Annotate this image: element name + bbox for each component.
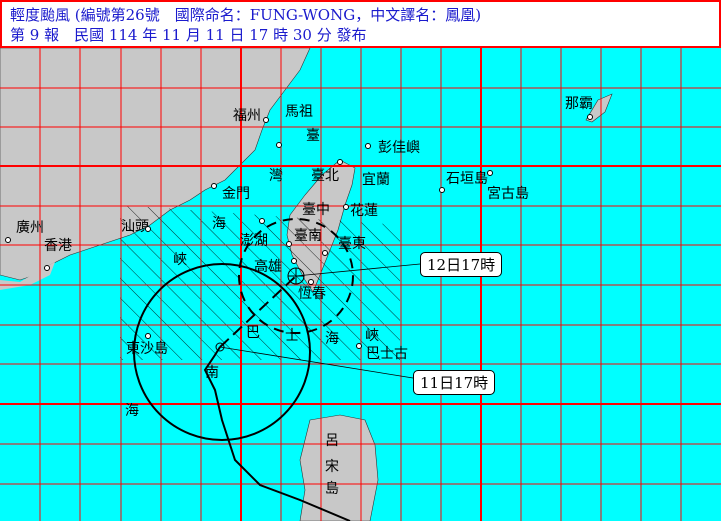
label-ishigaki: 石垣島 — [446, 171, 488, 187]
label-hai3: 海 — [125, 403, 139, 419]
label-hai2: 海 — [325, 331, 339, 347]
label-naha: 那霸 — [565, 96, 593, 112]
warning-area-hatch — [120, 205, 400, 360]
label-wan: 灣 — [269, 168, 283, 184]
label-fuzhou: 福州 — [233, 108, 261, 124]
current-time-label: 11日17時 — [413, 370, 496, 395]
issue-time-line: 第 9 報 民國 114 年 11 月 11 日 17 時 30 分 發布 — [10, 26, 367, 44]
label-dao: 島 — [325, 481, 339, 497]
label-taitung: 臺東 — [338, 236, 366, 252]
past-track-line — [203, 346, 351, 521]
luzon-land — [299, 414, 379, 521]
forecast-radius-circle — [238, 218, 354, 334]
typhoon-map: 福州 馬祖 那霸 彭佳嶼 臺 灣 臺北 宜蘭 石垣島 宮古島 金門 海 峽 臺中… — [0, 48, 721, 521]
label-dongsha: 東沙島 — [126, 341, 168, 357]
label-ba: 巴 — [246, 325, 260, 341]
label-xia2: 峽 — [365, 328, 379, 344]
label-hengchun: 恆春 — [298, 286, 326, 302]
label-shantou: 汕頭 — [121, 219, 149, 235]
label-basco: 巴士古 — [366, 346, 408, 362]
label-yilan: 宜蘭 — [362, 172, 390, 188]
label-hai1: 海 — [212, 216, 226, 232]
label-miyako: 宮古島 — [487, 186, 529, 202]
label-xia1: 峽 — [173, 252, 187, 268]
label-tainan: 臺南 — [294, 228, 322, 244]
city-markers — [5, 114, 593, 349]
label-guangzhou: 廣州 — [16, 219, 44, 236]
label-taipei: 臺北 — [311, 168, 339, 184]
label-matsu: 馬祖 — [285, 104, 313, 120]
label-penghu: 澎湖 — [240, 233, 268, 249]
bulletin-header: 輕度颱風 (編號第26號 國際命名：FUNG-WONG，中文譯名：鳳凰) 第 9… — [0, 0, 721, 48]
forecast-time-label: 12日17時 — [420, 252, 503, 277]
label-lu: 呂 — [325, 433, 339, 449]
label-kinmen: 金門 — [222, 186, 250, 202]
label-tai: 臺 — [306, 128, 320, 144]
label-kaohsiung: 高雄 — [254, 258, 282, 275]
grid — [0, 48, 721, 521]
label-nan: 南 — [205, 365, 219, 381]
label-hualien: 花蓮 — [350, 203, 378, 219]
current-radius-circle — [133, 263, 311, 441]
label-pengjia: 彭佳嶼 — [378, 140, 420, 156]
label-taichung: 臺中 — [302, 202, 330, 218]
label-song: 宋 — [325, 459, 339, 475]
title-line: 輕度颱風 (編號第26號 國際命名：FUNG-WONG，中文譯名：鳳凰) — [10, 6, 482, 24]
south-coast — [0, 262, 55, 290]
typhoon-current-position-icon — [215, 342, 225, 352]
label-hongkong: 香港 — [44, 238, 72, 254]
label-shi: 士 — [285, 328, 299, 344]
